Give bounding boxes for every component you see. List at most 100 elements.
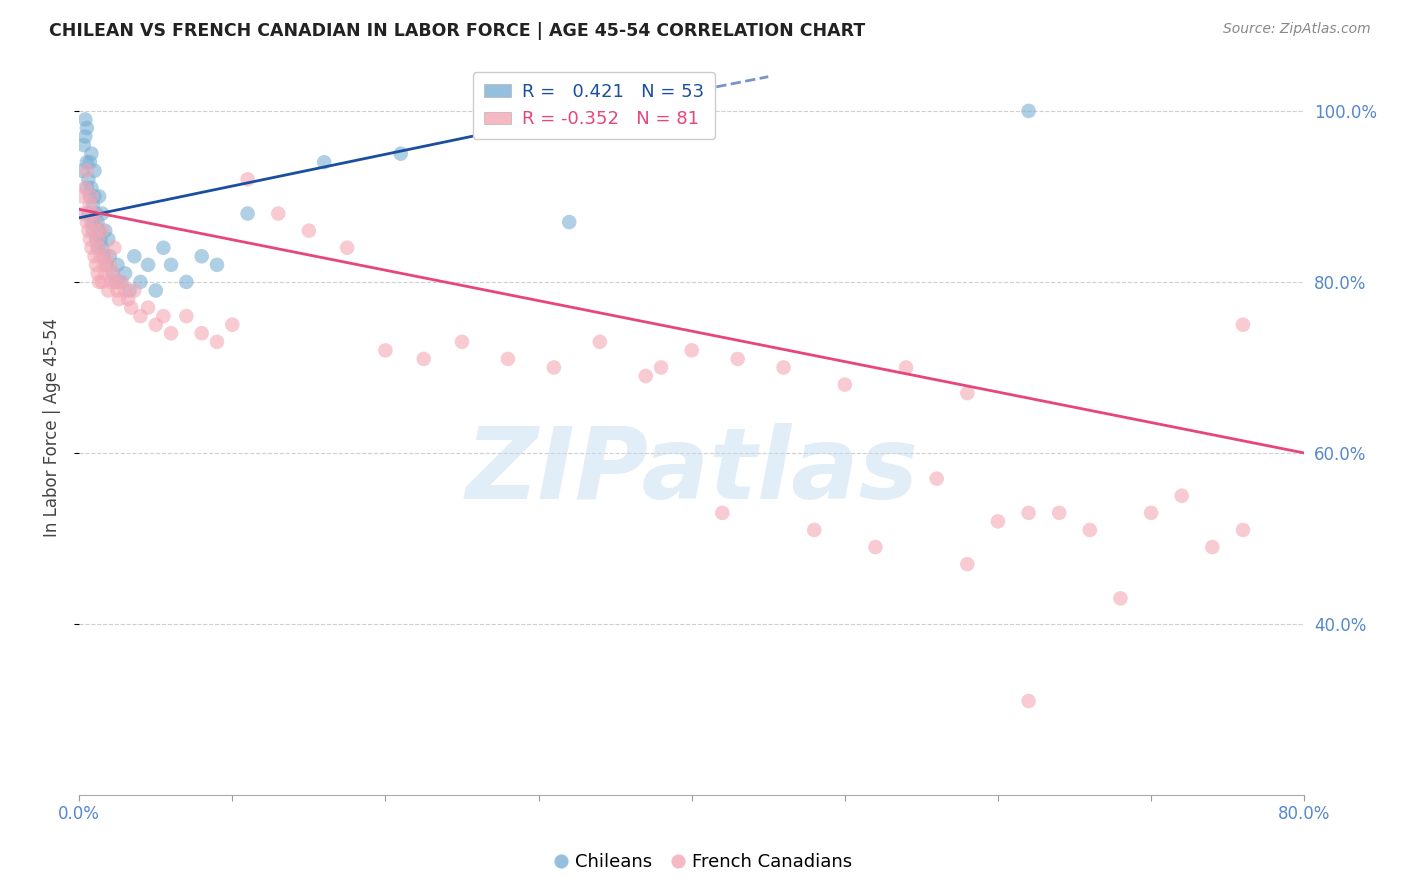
Point	[91, 275, 114, 289]
Point	[589, 334, 612, 349]
Point	[98, 258, 121, 272]
Point	[86, 215, 108, 229]
Point	[558, 215, 581, 229]
Point	[70, 163, 93, 178]
Point	[160, 326, 183, 341]
Point	[86, 241, 108, 255]
Point	[236, 206, 259, 220]
Point	[1232, 523, 1254, 537]
Point	[108, 292, 131, 306]
Point	[82, 206, 104, 220]
Point	[114, 266, 136, 280]
Point	[76, 155, 98, 169]
Point	[205, 258, 228, 272]
Point	[76, 181, 98, 195]
Text: Source: ZipAtlas.com: Source: ZipAtlas.com	[1223, 22, 1371, 37]
Point	[83, 215, 105, 229]
Point	[118, 284, 141, 298]
Point	[83, 215, 105, 229]
Point	[77, 206, 100, 220]
Point	[80, 241, 103, 255]
Point	[90, 232, 112, 246]
Point	[79, 232, 101, 246]
Point	[82, 224, 104, 238]
Point	[1140, 506, 1163, 520]
Point	[803, 523, 825, 537]
Point	[1047, 506, 1070, 520]
Point	[101, 266, 124, 280]
Point	[987, 515, 1010, 529]
Point	[117, 292, 139, 306]
Point	[77, 224, 100, 238]
Point	[87, 241, 110, 255]
Y-axis label: In Labor Force | Age 45-54: In Labor Force | Age 45-54	[44, 318, 60, 537]
Point	[79, 155, 101, 169]
Point	[160, 258, 183, 272]
Point	[97, 232, 120, 246]
Point	[84, 232, 107, 246]
Point	[314, 155, 336, 169]
Point	[124, 249, 146, 263]
Point	[124, 284, 146, 298]
Point	[93, 249, 115, 263]
Point	[84, 224, 107, 238]
Point	[93, 258, 115, 272]
Point	[1078, 523, 1101, 537]
Point	[86, 266, 108, 280]
Point	[129, 309, 152, 323]
Point	[267, 206, 290, 220]
Point	[75, 181, 97, 195]
Point	[83, 249, 105, 263]
Point	[1170, 489, 1192, 503]
Text: ZIPatlas: ZIPatlas	[465, 423, 918, 520]
Point	[86, 232, 108, 246]
Point	[94, 266, 117, 280]
Point	[336, 241, 359, 255]
Point	[104, 275, 127, 289]
Point	[91, 206, 114, 220]
Point	[894, 360, 917, 375]
Point	[956, 386, 979, 401]
Point	[389, 146, 412, 161]
Point	[98, 249, 121, 263]
Point	[634, 369, 657, 384]
Point	[496, 351, 519, 366]
Point	[221, 318, 243, 332]
Point	[87, 224, 110, 238]
Point	[772, 360, 794, 375]
Point	[80, 215, 103, 229]
Point	[76, 121, 98, 136]
Point	[1018, 694, 1040, 708]
Point	[145, 284, 167, 298]
Point	[956, 557, 979, 571]
Point	[76, 215, 98, 229]
Point	[129, 275, 152, 289]
Point	[96, 258, 118, 272]
Point	[84, 258, 107, 272]
Point	[190, 326, 212, 341]
Point	[412, 351, 434, 366]
Point	[97, 284, 120, 298]
Point	[136, 258, 159, 272]
Point	[77, 172, 100, 186]
Point	[84, 206, 107, 220]
Point	[1201, 540, 1223, 554]
Point	[90, 249, 112, 263]
Point	[82, 198, 104, 212]
Point	[865, 540, 887, 554]
Point	[73, 206, 96, 220]
Point	[87, 275, 110, 289]
Point	[834, 377, 856, 392]
Point	[1018, 103, 1040, 118]
Point	[103, 241, 125, 255]
Point	[451, 334, 474, 349]
Point	[152, 309, 174, 323]
Point	[96, 249, 118, 263]
Point	[298, 224, 321, 238]
Point	[236, 172, 259, 186]
Point	[205, 334, 228, 349]
Point	[91, 241, 114, 255]
Point	[94, 224, 117, 238]
Point	[79, 198, 101, 212]
Legend: Chileans, French Canadians: Chileans, French Canadians	[547, 847, 859, 879]
